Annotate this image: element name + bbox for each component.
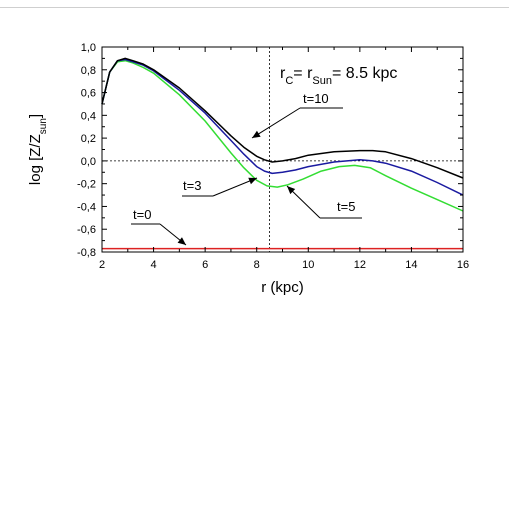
annotation-arrows [131, 107, 362, 246]
arrow-t10-shaft [251, 107, 301, 139]
label-t10: t=10 [303, 91, 329, 106]
x-axis-ticks: 2 4 6 8 10 12 14 16 [99, 47, 469, 271]
arrow-t5-head [287, 186, 296, 195]
y-tick-label: 1,0 [81, 42, 96, 54]
y-tick-label: -0,2 [77, 179, 96, 191]
x-tick-label: 8 [254, 259, 260, 271]
y-tick-label: 0,4 [81, 110, 96, 122]
label-t0: t=0 [133, 207, 151, 222]
x-tick-label: 6 [202, 259, 208, 271]
series-line-t3 [101, 59, 464, 212]
arrow-t3-head [248, 177, 257, 185]
y-axis-label-text: log [Z/Zsun] [27, 114, 49, 185]
y-tick-label: 0,2 [81, 133, 96, 145]
y-tick-label: -0,6 [77, 224, 96, 236]
label-t3: t=3 [183, 178, 201, 193]
series-line-t5 [101, 58, 464, 196]
x-tick-label: 10 [302, 259, 314, 271]
arrow-t10-head [252, 130, 261, 138]
arrow-t0-head [177, 237, 186, 245]
series-layer [101, 57, 464, 250]
x-tick-label: 4 [151, 259, 157, 271]
y-tick-label: 0,0 [81, 156, 96, 168]
x-tick-label: 16 [457, 259, 469, 271]
x-tick-label: 2 [99, 259, 105, 271]
x-axis-label: r (kpc) [261, 279, 304, 296]
label-t5: t=5 [337, 199, 355, 214]
rc-annotation: rC= rSun= 8.5 kpc [280, 65, 397, 87]
series-line-t10 [101, 57, 464, 179]
y-tick-label: -0,4 [77, 201, 96, 213]
top-divider [0, 7, 509, 8]
x-tick-label: 14 [405, 259, 417, 271]
y-tick-label: 0,6 [81, 88, 96, 100]
y-axis-ticks: 1,0 0,8 0,6 0,4 0,2 0,0 -0,2 -0,4 -0,6 -0,8 [77, 42, 463, 259]
y-tick-label: 0,8 [81, 65, 96, 77]
y-axis-label: log [Z/Zsun] [27, 114, 49, 185]
y-tick-label: -0,8 [77, 247, 96, 259]
x-tick-label: 12 [354, 259, 366, 271]
